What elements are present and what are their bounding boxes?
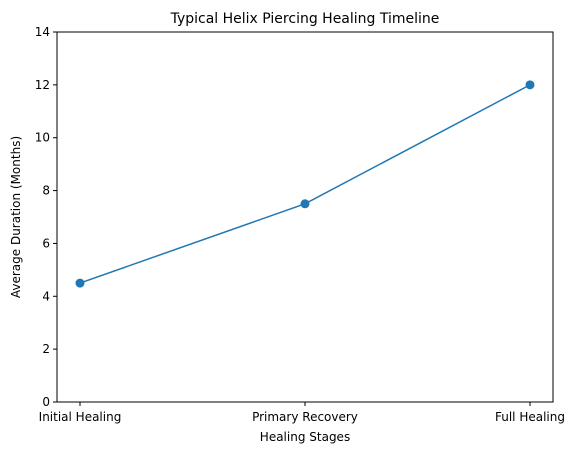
x-tick-label: Full Healing xyxy=(495,410,565,424)
y-tick-label: 10 xyxy=(35,131,50,145)
y-tick-label: 8 xyxy=(42,184,50,198)
x-axis-title: Healing Stages xyxy=(260,430,350,444)
y-tick-label: 6 xyxy=(42,236,50,250)
x-tick-label: Primary Recovery xyxy=(252,410,358,424)
y-tick-label: 0 xyxy=(42,395,50,409)
data-point xyxy=(300,199,310,209)
chart-title: Typical Helix Piercing Healing Timeline xyxy=(170,11,440,27)
y-tick-label: 4 xyxy=(42,289,50,303)
y-axis-title: Average Duration (Months) xyxy=(9,136,23,298)
plot-area-frame xyxy=(56,31,554,403)
x-axis-ticks: Initial Healing Primary Recovery Full Heal… xyxy=(39,402,565,424)
y-tick-label: 2 xyxy=(42,342,50,356)
x-tick-label: Initial Healing xyxy=(39,410,122,424)
data-point xyxy=(525,80,535,90)
y-tick-label: 14 xyxy=(35,25,50,39)
series-layer xyxy=(75,80,535,288)
y-axis-ticks: 0 2 4 6 8 10 12 14 xyxy=(35,25,57,409)
data-point xyxy=(75,278,85,288)
y-tick-label: 12 xyxy=(35,78,50,92)
